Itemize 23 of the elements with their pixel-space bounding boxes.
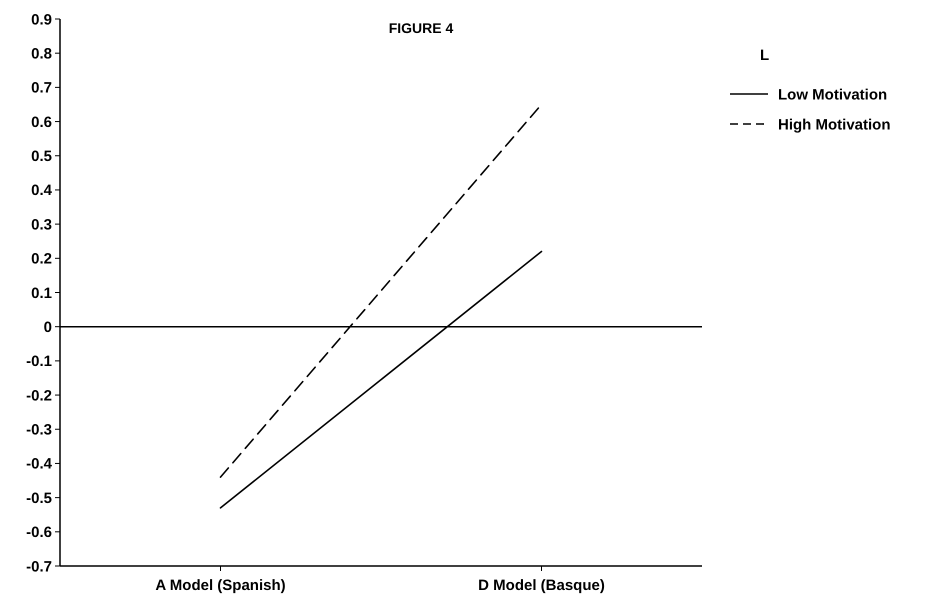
y-tick-label: -0.3 — [26, 422, 52, 438]
chart-title: FIGURE 4 — [388, 20, 454, 36]
y-tick-label: 0.9 — [31, 11, 52, 28]
y-tick-label: 0.4 — [31, 182, 53, 200]
x-tick-label: A Model (Spanish) — [155, 577, 286, 594]
y-tick-label: -0.5 — [26, 490, 52, 507]
y-tick-label: 0.2 — [31, 250, 52, 268]
y-tick-label: 0.5 — [31, 148, 52, 165]
legend-label: Low Motivation — [778, 86, 888, 104]
y-tick-label: 0.6 — [31, 114, 52, 131]
legend-title: L — [760, 47, 770, 64]
y-tick-label: -0.4 — [26, 456, 53, 473]
y-tick-label: -0.2 — [26, 387, 52, 404]
y-tick-label: 0.7 — [31, 80, 52, 97]
y-tick-label: 0.1 — [31, 284, 52, 302]
y-tick-label: -0.7 — [26, 558, 52, 576]
y-tick-label: 0.3 — [31, 216, 52, 234]
y-tick-label: 0.8 — [31, 45, 52, 62]
x-tick-label: D Model (Basque) — [478, 577, 605, 594]
y-tick-label: -0.1 — [26, 353, 52, 370]
legend-label: High Motivation — [778, 116, 890, 134]
y-tick-label: 0 — [44, 318, 52, 336]
y-tick-label: -0.6 — [26, 524, 52, 542]
